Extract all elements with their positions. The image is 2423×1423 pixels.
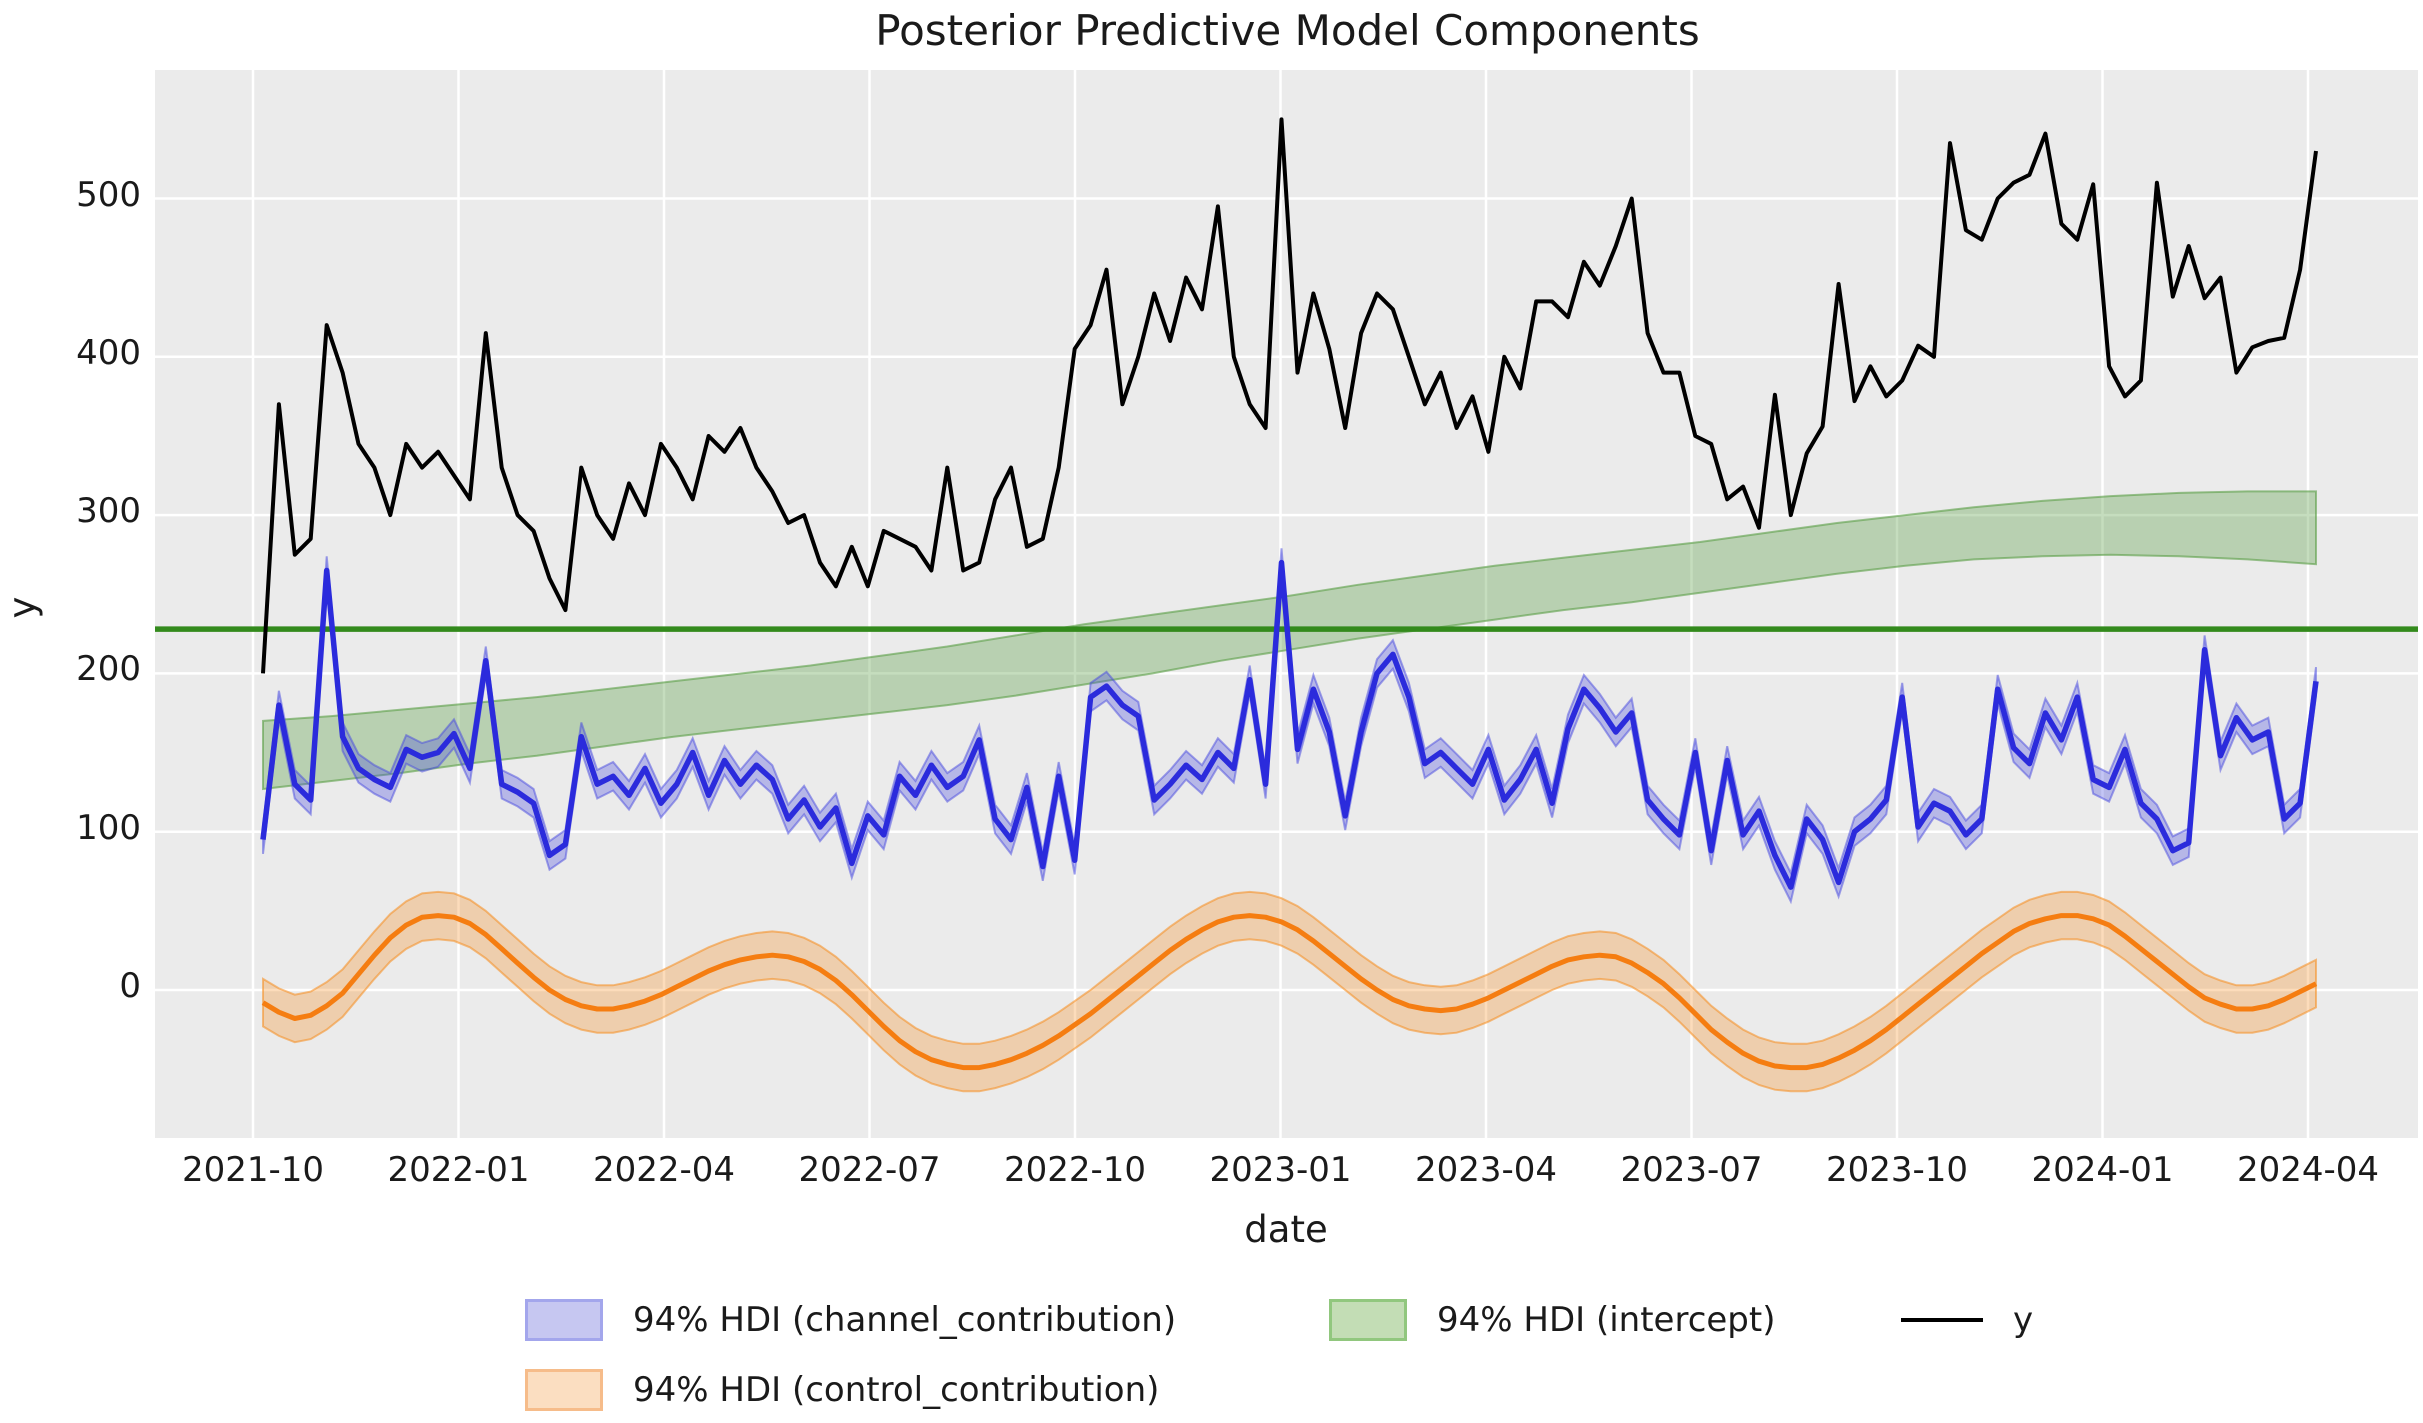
x-axis-label: date	[1244, 1208, 1328, 1251]
control-mean-line	[261, 913, 2318, 1071]
y-tick-label: 500	[76, 174, 141, 215]
legend-label: 94% HDI (intercept)	[1437, 1300, 1776, 1340]
x-tick-label: 2023-07	[1620, 1150, 1763, 1190]
channel-mean-line	[260, 559, 2319, 890]
x-tick-label: 2024-01	[2031, 1150, 2174, 1190]
x-tick-label: 2024-04	[2236, 1150, 2380, 1190]
y-tick-label: 400	[76, 332, 141, 373]
x-tick-label: 2023-10	[1825, 1150, 1969, 1190]
x-tick-label: 2021-10	[181, 1150, 325, 1190]
legend-label: y	[2013, 1300, 2034, 1340]
legend-item-intercept: 94% HDI (intercept)	[1329, 1296, 1776, 1344]
x-tick-label: 2022-04	[592, 1150, 736, 1190]
legend-item-y: y	[1901, 1296, 2033, 1344]
y-tick-label: 200	[76, 649, 141, 690]
control-hdi-swatch	[525, 1369, 603, 1411]
legend-label: 94% HDI (channel_contribution)	[633, 1300, 1177, 1340]
control-hdi-band	[262, 890, 2317, 1093]
x-tick-label: 2023-04	[1414, 1150, 1558, 1190]
y-observed-line	[261, 117, 2318, 674]
y-tick-label: 300	[76, 491, 141, 532]
legend-item-channel-contribution: 94% HDI (channel_contribution)	[525, 1296, 1176, 1344]
x-tick-label: 2022-07	[798, 1150, 941, 1190]
legend-item-control-contribution: 94% HDI (control_contribution)	[525, 1366, 1159, 1414]
y-line-sample	[1901, 1318, 1983, 1322]
y-tick-label: 100	[76, 807, 141, 848]
legend-label: 94% HDI (control_contribution)	[633, 1370, 1160, 1410]
y-tick-label: 0	[119, 966, 141, 1006]
x-tick-label: 2023-01	[1209, 1150, 1352, 1190]
channel-hdi-swatch	[525, 1299, 603, 1341]
x-tick-label: 2022-01	[387, 1150, 530, 1190]
x-tick-label: 2022-10	[1003, 1150, 1147, 1190]
chart-title: Posterior Predictive Model Components	[875, 6, 1700, 55]
intercept-hdi-swatch	[1329, 1299, 1407, 1341]
